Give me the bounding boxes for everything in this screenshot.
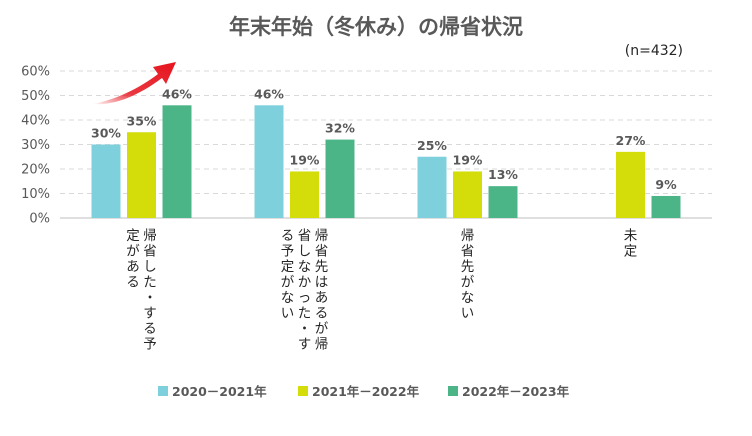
category-label-char: た bbox=[298, 306, 312, 322]
category-label-char: 定 bbox=[624, 244, 638, 260]
bar bbox=[127, 132, 156, 218]
sample-size-note: (n=432) bbox=[625, 43, 683, 59]
category-label: 帰省した・する予 bbox=[143, 227, 157, 353]
legend-label: 2022年－2023年 bbox=[462, 384, 570, 399]
category-label-char: い bbox=[461, 306, 475, 322]
category-label-char: 省 bbox=[143, 244, 157, 260]
category-label: 未定 bbox=[624, 228, 638, 260]
legend-label: 2020－2021年 bbox=[172, 384, 267, 399]
category-label-char: が bbox=[461, 275, 475, 291]
category-label-char: 予 bbox=[143, 337, 157, 353]
category-label-char: 省 bbox=[461, 244, 475, 260]
category-label-char: い bbox=[281, 306, 295, 322]
bar bbox=[91, 144, 121, 218]
category-label-char: す bbox=[298, 337, 312, 353]
category-label-char: る bbox=[281, 228, 295, 244]
data-label: 9% bbox=[655, 177, 677, 192]
category-label-char: 省 bbox=[298, 228, 312, 244]
category-label-char: 省 bbox=[315, 244, 329, 260]
category-label-char: た bbox=[143, 275, 157, 291]
category-label-char: 帰 bbox=[315, 336, 329, 353]
y-tick-label: 50% bbox=[21, 89, 50, 104]
data-label: 46% bbox=[254, 86, 284, 101]
data-label: 25% bbox=[417, 138, 447, 153]
legend-swatch bbox=[298, 386, 308, 396]
bar bbox=[290, 171, 319, 218]
trend-arrow-icon bbox=[93, 62, 176, 105]
y-tick-label: 60% bbox=[21, 65, 50, 80]
category-label-char: が bbox=[281, 275, 295, 291]
category-label-char: が bbox=[126, 244, 140, 260]
category-label-char: あ bbox=[126, 259, 140, 275]
bar bbox=[162, 105, 192, 218]
category-label-char: 帰 bbox=[143, 227, 157, 244]
data-label: 19% bbox=[290, 152, 320, 167]
data-label: 19% bbox=[453, 152, 483, 167]
data-label: 35% bbox=[127, 113, 157, 128]
y-tick-label: 20% bbox=[21, 163, 50, 178]
bar bbox=[616, 151, 645, 218]
category-label-char: す bbox=[143, 306, 157, 322]
category-label-char: っ bbox=[298, 290, 312, 306]
category-label-char: 帰 bbox=[461, 227, 475, 244]
category-label: 帰省先はあるが帰 bbox=[315, 227, 329, 353]
data-label: 30% bbox=[91, 126, 121, 141]
bar bbox=[651, 195, 681, 218]
category-label-char: ・ bbox=[298, 321, 312, 337]
data-label: 32% bbox=[325, 121, 355, 136]
data-label: 27% bbox=[616, 133, 646, 148]
legend-swatch bbox=[158, 386, 168, 396]
category-label: 定がある bbox=[126, 228, 140, 291]
bar bbox=[254, 105, 284, 218]
category-label-char: る bbox=[126, 275, 140, 291]
bar bbox=[325, 139, 355, 218]
category-label-char: な bbox=[298, 259, 312, 275]
category-label-char: な bbox=[281, 290, 295, 306]
category-label-char: 帰 bbox=[315, 227, 329, 244]
bar bbox=[453, 171, 482, 218]
category-label-char: 未 bbox=[624, 228, 638, 244]
category-label-char: し bbox=[143, 259, 157, 275]
category-label: 省しなかった・す bbox=[298, 228, 312, 353]
legend-swatch bbox=[448, 386, 458, 396]
category-label-char: 定 bbox=[126, 228, 140, 244]
y-tick-label: 30% bbox=[21, 138, 50, 153]
y-tick-label: 10% bbox=[21, 187, 50, 202]
category-label-char: る bbox=[143, 321, 157, 337]
category-label-char: 定 bbox=[281, 259, 295, 275]
category-label-char: が bbox=[315, 321, 329, 337]
category-label-char: か bbox=[298, 275, 312, 291]
chart-title: 年末年始（冬休み）の帰省状況 bbox=[229, 15, 523, 39]
bar bbox=[417, 156, 447, 218]
category-label-char: 先 bbox=[315, 259, 329, 275]
legend-label: 2021年－2022年 bbox=[312, 384, 420, 399]
y-tick-label: 0% bbox=[29, 212, 50, 227]
category-label-char: は bbox=[315, 275, 329, 291]
category-label-char: 予 bbox=[281, 244, 295, 260]
category-label: る予定がない bbox=[281, 228, 295, 322]
data-label: 46% bbox=[162, 86, 192, 101]
category-label-char: な bbox=[461, 290, 475, 306]
category-label: 帰省先がない bbox=[461, 227, 475, 322]
category-label-char: ・ bbox=[143, 290, 157, 306]
category-label-char: る bbox=[315, 306, 329, 322]
category-label-char: し bbox=[298, 244, 312, 260]
category-label-char: あ bbox=[315, 290, 329, 306]
data-label: 13% bbox=[488, 167, 518, 182]
y-tick-label: 40% bbox=[21, 114, 50, 129]
bar bbox=[488, 186, 518, 218]
category-label-char: 先 bbox=[461, 259, 475, 275]
